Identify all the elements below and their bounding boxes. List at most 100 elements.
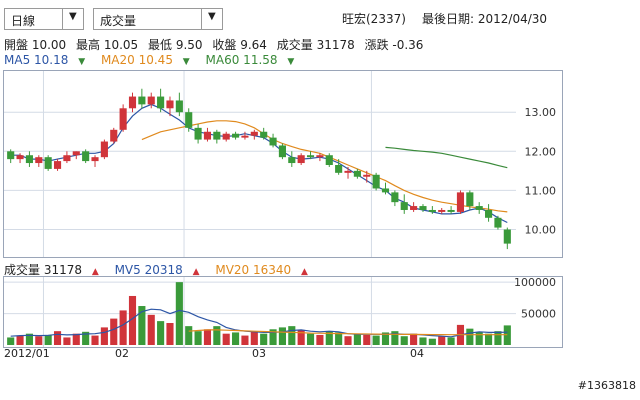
candle-body xyxy=(494,217,502,228)
volume-bar xyxy=(213,326,221,345)
volume-bar xyxy=(316,334,324,345)
last-date: 最後日期: 2012/04/30 xyxy=(422,12,548,26)
quote-low: 最低 9.50 xyxy=(148,38,203,52)
candle-body xyxy=(53,161,62,169)
candle-body xyxy=(100,141,108,158)
volume-bar xyxy=(353,333,361,345)
candle-body xyxy=(166,100,174,109)
quote-bar: 開盤 10.00 最高 10.05 最低 9.50 收盤 9.64 成交量 31… xyxy=(4,36,429,53)
candle-body xyxy=(438,209,446,212)
volume-bar xyxy=(110,318,118,345)
candle-body xyxy=(194,127,202,140)
candle-body xyxy=(16,155,24,160)
volume-bar xyxy=(16,335,24,345)
volume-bar xyxy=(128,295,137,345)
volume-bar xyxy=(72,333,80,345)
legend-ma20: MA20 10.45 ▼ xyxy=(101,53,196,67)
volume-bar xyxy=(335,332,343,345)
candle-body xyxy=(466,192,474,207)
volume-bar xyxy=(63,337,71,345)
legend-ma20-label: MA20 10.45 xyxy=(100,53,173,67)
volume-bar xyxy=(241,335,249,345)
period-select-value: 日線 xyxy=(11,14,36,28)
legend-ma60-label: MA60 11.58 xyxy=(205,53,278,67)
candle-body xyxy=(353,170,361,177)
y-tick-label: 13.00 xyxy=(525,106,557,119)
volume-bar xyxy=(147,314,155,345)
legend-mv20-label: MV20 16340 xyxy=(215,263,292,277)
volume-bar xyxy=(503,325,511,345)
indicator-select-toggle[interactable]: ▼ xyxy=(201,9,222,29)
volume-bar xyxy=(325,331,333,345)
candle-body xyxy=(278,145,286,158)
volume-bar xyxy=(166,323,174,345)
candle-body xyxy=(203,131,212,140)
indicator-select[interactable]: 成交量 ▼ xyxy=(93,8,223,30)
quote-high: 最高 10.05 xyxy=(76,38,139,52)
x-tick-label: 03 xyxy=(252,347,266,360)
volume-bar xyxy=(91,335,99,345)
candle-body xyxy=(128,96,137,109)
volume-bar xyxy=(475,332,483,345)
period-select-toggle[interactable]: ▼ xyxy=(62,9,83,29)
volume-bar xyxy=(363,334,371,345)
arrow-up-icon: ▲ xyxy=(192,267,200,277)
volume-bar xyxy=(297,329,305,345)
legend-mv20: MV20 16340 ▲ xyxy=(215,263,314,277)
candle-body xyxy=(381,188,390,193)
candle-body xyxy=(91,157,99,162)
price-chart-svg: 13.00 12.00 11.00 10.00 xyxy=(4,71,557,257)
candle-body xyxy=(7,151,15,160)
volume-chart: 100000 50000 xyxy=(3,276,563,348)
x-tick-label: 2012/01 xyxy=(4,347,50,360)
volume-bar xyxy=(25,333,33,345)
volume-bar xyxy=(138,306,146,345)
volume-bar xyxy=(410,333,418,345)
candle-body xyxy=(185,112,193,128)
candle-body xyxy=(63,155,71,162)
period-select[interactable]: 日線 ▼ xyxy=(4,8,84,30)
volume-bar xyxy=(100,327,108,345)
x-tick-label: 02 xyxy=(115,347,129,360)
ma-line-ma5 xyxy=(10,103,508,224)
volume-legend: 成交量 31178 ▲ MV5 20318 ▲ MV20 16340 ▲ xyxy=(4,261,320,278)
candle-body xyxy=(44,157,52,169)
candle-body xyxy=(72,151,80,156)
quote-change: 漲跌 -0.36 xyxy=(364,38,424,52)
ma-legend: MA5 10.18 ▼ MA20 10.45 ▼ MA60 11.58 ▼ xyxy=(4,53,306,67)
volume-bar xyxy=(7,337,15,345)
candle-body xyxy=(325,155,333,165)
volume-bar xyxy=(119,310,127,345)
candle-body xyxy=(119,108,127,130)
chevron-down-icon: ▼ xyxy=(69,11,77,22)
volume-bar xyxy=(494,331,502,345)
quote-volume: 成交量 31178 xyxy=(276,38,355,52)
volume-bar xyxy=(232,332,240,345)
legend-ma5: MA5 10.18 ▼ xyxy=(4,53,91,67)
quote-close: 收盤 9.64 xyxy=(212,38,267,52)
volume-bar xyxy=(306,333,315,345)
candle-body xyxy=(222,133,230,140)
legend-ma60: MA60 11.58 ▼ xyxy=(206,53,301,67)
volume-bar xyxy=(53,331,62,345)
candle-body xyxy=(456,192,465,212)
candle-body xyxy=(410,206,418,210)
y-tick-label: 100000 xyxy=(514,277,556,289)
candle-body xyxy=(475,206,483,210)
y-tick-label: 10.00 xyxy=(525,224,557,237)
candle-body xyxy=(138,96,146,105)
ma-line-ma20 xyxy=(141,120,508,213)
indicator-select-value: 成交量 xyxy=(100,14,137,28)
legend-volume-label: 成交量 31178 xyxy=(4,263,82,277)
candle-body xyxy=(250,131,258,136)
candle-body xyxy=(232,133,240,138)
volume-bar xyxy=(372,335,380,345)
arrow-up-icon: ▲ xyxy=(91,267,99,277)
candle-body xyxy=(147,96,155,105)
legend-volume: 成交量 31178 ▲ xyxy=(4,263,105,277)
volume-bar xyxy=(185,326,193,345)
candle-body xyxy=(503,229,511,244)
candle-body xyxy=(260,131,268,138)
stock-name: 旺宏(2337) xyxy=(342,12,406,26)
volume-chart-svg: 100000 50000 xyxy=(4,277,556,347)
